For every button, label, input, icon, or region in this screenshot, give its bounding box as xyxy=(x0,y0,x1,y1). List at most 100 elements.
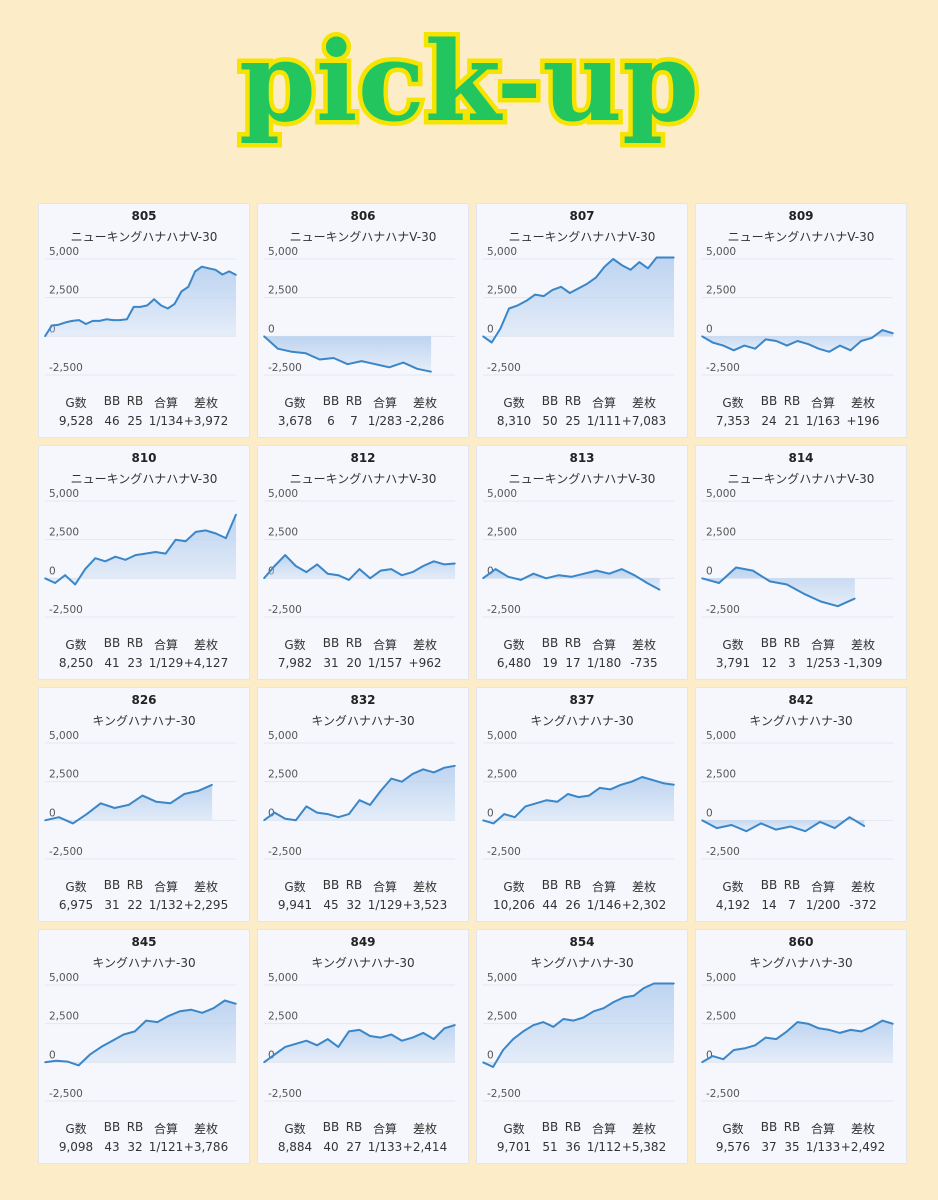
data-point xyxy=(263,577,265,580)
graph-plot: 5,000 2,500 0 -2,500 xyxy=(482,972,675,1102)
machine-number: 807 xyxy=(569,209,595,223)
data-point xyxy=(543,295,545,297)
stats-header-row: G数 BB RB 合算 差枚 xyxy=(696,1120,906,1136)
stat-value: +196 xyxy=(846,414,880,428)
stat-header: 合算 xyxy=(591,396,617,410)
data-point xyxy=(295,1043,297,1045)
chart-grid: 805 ニューキングハナハナV-30 5,000 2,500 0 -2,500 G数 BB RB… xyxy=(38,203,907,1164)
data-point xyxy=(126,318,128,321)
chart-card: 806 ニューキングハナハナV-30 5,000 2,500 0 -2,500 G数 BB RB… xyxy=(257,203,469,438)
data-point xyxy=(454,1024,456,1026)
stats-header-row: G数 BB RB 合算 差枚 xyxy=(39,636,249,652)
y-tick-label: -2,500 xyxy=(268,604,302,616)
data-point xyxy=(722,1058,724,1060)
stat-header: G数 xyxy=(503,396,525,410)
data-point xyxy=(207,267,210,270)
stat-value: 1/133 xyxy=(367,1140,403,1154)
data-point xyxy=(422,565,424,567)
y-tick-label: 2,500 xyxy=(49,1011,79,1023)
machine-number: 832 xyxy=(350,693,376,707)
stat-value: 27 xyxy=(346,1140,362,1154)
stat-value: 40 xyxy=(323,1140,339,1154)
stat-header: 差枚 xyxy=(193,638,219,652)
data-point xyxy=(134,554,137,556)
graph-plot: 5,000 2,500 0 -2,500 xyxy=(701,972,894,1102)
stat-header: G数 xyxy=(65,880,87,894)
stat-value: 24 xyxy=(761,414,777,428)
data-point xyxy=(532,572,535,575)
stat-header: BB xyxy=(322,878,340,892)
data-point xyxy=(807,1022,809,1025)
stat-value: 31 xyxy=(323,656,339,670)
data-point xyxy=(570,576,573,578)
data-point xyxy=(760,822,762,825)
machine-model: ニューキングハナハナV-30 xyxy=(289,472,437,486)
chart-card: 813 ニューキングハナハナV-30 5,000 2,500 0 -2,500 G数 BB RB… xyxy=(476,445,688,680)
data-point xyxy=(551,289,554,291)
data-point xyxy=(592,1010,595,1013)
stat-value: 9,941 xyxy=(277,898,313,912)
headline-text: pick-up xyxy=(239,17,699,146)
data-point xyxy=(401,574,403,576)
y-tick-label: 2,500 xyxy=(49,769,79,781)
data-point xyxy=(235,274,237,276)
data-point xyxy=(411,1036,414,1039)
stat-value: 12 xyxy=(761,656,777,670)
y-tick-label: 2,500 xyxy=(49,527,79,539)
stat-value: 9,701 xyxy=(496,1140,532,1154)
stat-value: 36 xyxy=(565,1140,581,1154)
headline-graphic: pick-up xyxy=(235,13,704,151)
chart-card: 810 ニューキングハナハナV-30 5,000 2,500 0 -2,500 G数 BB RB… xyxy=(38,445,250,680)
y-tick-label: 5,000 xyxy=(706,730,736,742)
stat-header: BB xyxy=(322,1120,340,1134)
data-point xyxy=(54,582,56,584)
stats-value-row: 8,310 50 25 1/111 +7,083 xyxy=(477,414,687,430)
data-point xyxy=(305,352,307,355)
stat-header: 差枚 xyxy=(850,1122,876,1136)
data-point xyxy=(834,827,836,829)
stat-value: 1/134 xyxy=(148,414,184,428)
machine-model: ニューキングハナハナV-30 xyxy=(508,472,656,486)
stat-value: 26 xyxy=(565,898,581,912)
series-area xyxy=(45,1000,236,1066)
data-point xyxy=(733,1049,735,1051)
y-tick-label: -2,500 xyxy=(268,362,302,374)
data-point xyxy=(516,304,519,307)
series-line xyxy=(482,568,661,591)
series-area xyxy=(264,336,432,372)
stats-header-row: G数 BB RB 合算 差枚 xyxy=(696,878,906,894)
stat-value: +2,492 xyxy=(840,1140,886,1154)
stat-header: 差枚 xyxy=(412,1122,438,1136)
data-point xyxy=(318,358,321,361)
data-point xyxy=(430,370,432,373)
stat-header: 差枚 xyxy=(193,880,219,894)
machine-model: ニューキングハナハナV-30 xyxy=(727,230,875,244)
stat-header: RB xyxy=(783,878,801,892)
stat-header: RB xyxy=(126,878,144,892)
data-point xyxy=(743,1047,746,1050)
data-point xyxy=(64,321,67,324)
data-point xyxy=(701,335,703,338)
chart-card: 805ニューキングハナハナV-305,0002,5000-2,500G数BBRB… xyxy=(38,203,250,438)
data-point xyxy=(44,819,46,822)
series-area xyxy=(264,765,455,821)
data-point xyxy=(211,784,213,786)
data-point xyxy=(722,344,724,347)
data-point xyxy=(374,363,377,365)
data-point xyxy=(134,1030,136,1033)
y-tick-label: 0 xyxy=(268,807,275,819)
series-area xyxy=(45,266,236,337)
data-point xyxy=(167,1015,170,1017)
data-point xyxy=(849,349,852,352)
data-point xyxy=(754,347,756,350)
data-point xyxy=(98,320,101,322)
data-point xyxy=(105,318,108,321)
data-point xyxy=(100,1046,102,1048)
data-point xyxy=(174,538,177,541)
chart-card: 826 キングハナハナ-30 5,000 2,500 0 -2,500 G数 BB RB 合算 差枚… xyxy=(38,687,250,922)
stat-value: 32 xyxy=(346,898,362,912)
data-point xyxy=(643,987,645,989)
stat-value: 45 xyxy=(323,898,339,912)
data-point xyxy=(545,799,548,801)
series-area xyxy=(45,784,213,824)
